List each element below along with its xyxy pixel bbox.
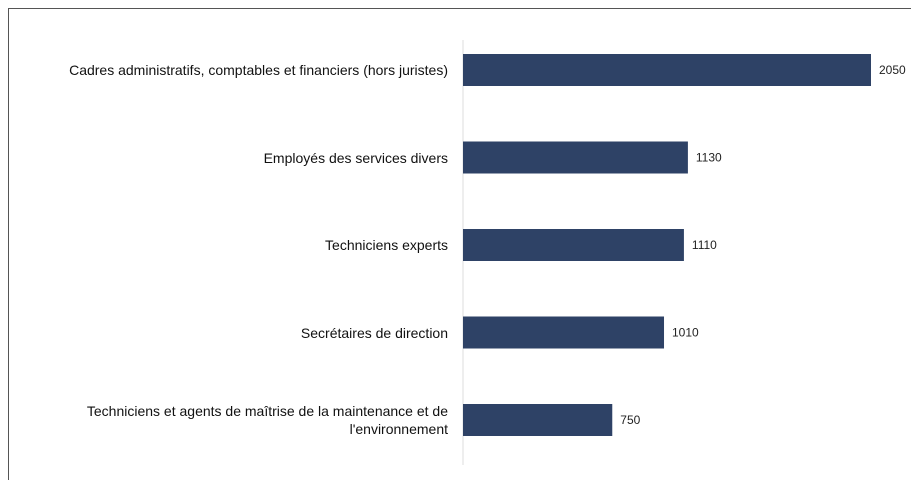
value-label: 750 [620, 413, 640, 427]
category-label: Secrétaires de direction [300, 324, 448, 341]
category-label: Techniciens et agents de maîtrise de la … [86, 403, 448, 437]
value-label: 1010 [672, 326, 699, 340]
bar [463, 141, 688, 174]
value-label: 1130 [696, 151, 722, 165]
bar [463, 229, 684, 261]
value-label: 1110 [692, 238, 717, 252]
frame [8, 8, 911, 480]
category-label: Employés des services divers [263, 149, 448, 166]
value-label: 2050 [879, 63, 906, 77]
bar [463, 54, 871, 86]
category-label: Techniciens experts [325, 237, 448, 253]
bar [463, 404, 613, 436]
bar [463, 316, 665, 349]
category-label: Cadres administratifs, comptables et fin… [69, 62, 448, 78]
